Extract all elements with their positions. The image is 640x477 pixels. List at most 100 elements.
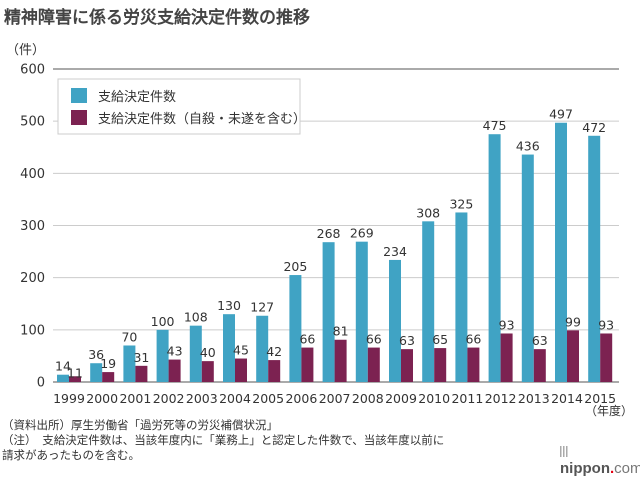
bar-series-1 — [156, 329, 169, 382]
data-label-series-1: 475 — [483, 118, 507, 133]
data-label-series-2: 93 — [499, 317, 515, 332]
bar-series-2 — [301, 347, 314, 382]
x-tick-label: 2002 — [153, 391, 185, 406]
bar-series-2 — [533, 349, 546, 382]
data-label-series-2: 40 — [200, 345, 216, 360]
data-label-series-2: 42 — [266, 344, 282, 359]
legend-swatch-series-1 — [71, 88, 87, 103]
data-label-series-1: 234 — [383, 244, 407, 259]
data-label-series-1: 100 — [151, 314, 175, 329]
x-tick-label: 2009 — [385, 391, 417, 406]
bar-series-2 — [367, 347, 380, 382]
bar-series-2 — [268, 360, 281, 382]
data-label-series-1: 36 — [88, 347, 104, 362]
data-label-series-1: 497 — [549, 107, 573, 122]
x-tick-label: 2013 — [518, 391, 550, 406]
bar-series-1 — [57, 374, 69, 382]
data-label-series-2: 81 — [333, 324, 349, 339]
bar-series-1 — [455, 212, 468, 382]
x-tick-label: 2007 — [319, 391, 351, 406]
data-label-series-2: 99 — [565, 314, 581, 329]
data-label-series-2: 63 — [532, 333, 548, 348]
bar-series-2 — [401, 349, 413, 382]
bar-series-2 — [600, 333, 613, 382]
data-label-series-2: 43 — [167, 344, 183, 359]
x-tick-label: 2014 — [551, 391, 583, 406]
logo-tld: com — [614, 460, 640, 477]
chart-title: 精神障害に係る労災支給決定件数の推移 — [4, 8, 310, 28]
x-tick-label: 2008 — [352, 391, 384, 406]
bar-series-2 — [235, 358, 247, 382]
bar-series-1 — [555, 122, 567, 383]
data-label-series-2: 11 — [67, 365, 83, 380]
legend-swatch-series-2 — [71, 110, 87, 125]
data-label-series-2: 66 — [299, 332, 315, 347]
y-tick-label: 500 — [20, 115, 45, 130]
data-label-series-2: 66 — [366, 332, 382, 347]
bar-series-2 — [135, 365, 148, 382]
nippon-logo: nippon.com — [560, 443, 640, 477]
bar-series-2 — [201, 361, 214, 382]
data-label-series-2: 31 — [133, 350, 149, 365]
x-tick-label: 2011 — [451, 391, 483, 406]
data-label-series-1: 308 — [416, 205, 440, 220]
y-tick-label: 200 — [20, 271, 45, 286]
data-label-series-2: 19 — [100, 356, 116, 371]
bar-series-1 — [90, 363, 103, 382]
bar-series-1 — [488, 134, 501, 382]
x-tick-label: 2012 — [485, 391, 517, 406]
data-label-series-1: 472 — [582, 120, 606, 135]
data-label-series-1: 127 — [250, 300, 274, 315]
bar-series-2 — [567, 330, 579, 382]
bar-series-2 — [69, 376, 81, 382]
data-label-series-2: 66 — [465, 332, 481, 347]
bar-series-2 — [434, 348, 447, 382]
x-tick-label: 1999 — [53, 391, 85, 406]
data-label-series-1: 205 — [283, 259, 307, 274]
logo-name: nippon — [560, 460, 610, 477]
y-tick-label: 0 — [37, 376, 45, 391]
bar-series-1 — [189, 325, 202, 382]
data-label-series-1: 436 — [516, 139, 540, 154]
y-tick-label: 400 — [20, 167, 45, 182]
y-tick-label: 300 — [20, 219, 45, 234]
data-label-series-1: 269 — [350, 226, 374, 241]
bar-series-2 — [168, 359, 181, 382]
data-label-series-1: 130 — [217, 298, 241, 313]
y-tick-label: 600 — [20, 63, 45, 78]
bar-series-1 — [322, 242, 335, 382]
x-tick-label: 2004 — [219, 391, 251, 406]
data-label-series-2: 63 — [399, 333, 415, 348]
x-axis-label: （年度） — [585, 403, 633, 418]
x-tick-label: 2010 — [418, 391, 450, 406]
bar-series-1 — [256, 315, 269, 382]
bar-series-2 — [467, 347, 480, 382]
bar-series-1 — [289, 275, 302, 382]
data-label-series-2: 65 — [432, 332, 448, 347]
bar-series-2 — [500, 333, 513, 382]
bar-series-1 — [521, 154, 534, 382]
bar-series-2 — [102, 372, 115, 382]
bar-series-1 — [588, 135, 601, 382]
x-tick-label: 2015 — [584, 391, 616, 406]
data-label-series-1: 325 — [449, 196, 473, 211]
x-tick-label: 2001 — [119, 391, 151, 406]
legend-box — [57, 78, 301, 135]
logo-bars-icon — [560, 446, 569, 457]
y-tick-label: 100 — [20, 323, 45, 338]
x-tick-label: 2006 — [285, 391, 317, 406]
data-label-series-1: 108 — [184, 310, 208, 325]
bar-series-1 — [422, 221, 435, 382]
footnote-line-2: 請求があったものを含む。 — [2, 448, 140, 462]
data-label-series-1: 70 — [121, 329, 137, 344]
legend-label-series-1: 支給決定件数 — [98, 90, 176, 105]
bar-series-1 — [123, 345, 136, 382]
x-tick-label: 2003 — [186, 391, 218, 406]
data-label-series-1: 14 — [55, 359, 71, 374]
bar-series-1 — [223, 314, 235, 382]
bar-series-1 — [355, 241, 368, 382]
bar-series-2 — [334, 339, 347, 382]
x-tick-label: 2000 — [86, 391, 118, 406]
legend: 支給決定件数 支給決定件数（自殺・未遂を含む） — [57, 78, 306, 135]
